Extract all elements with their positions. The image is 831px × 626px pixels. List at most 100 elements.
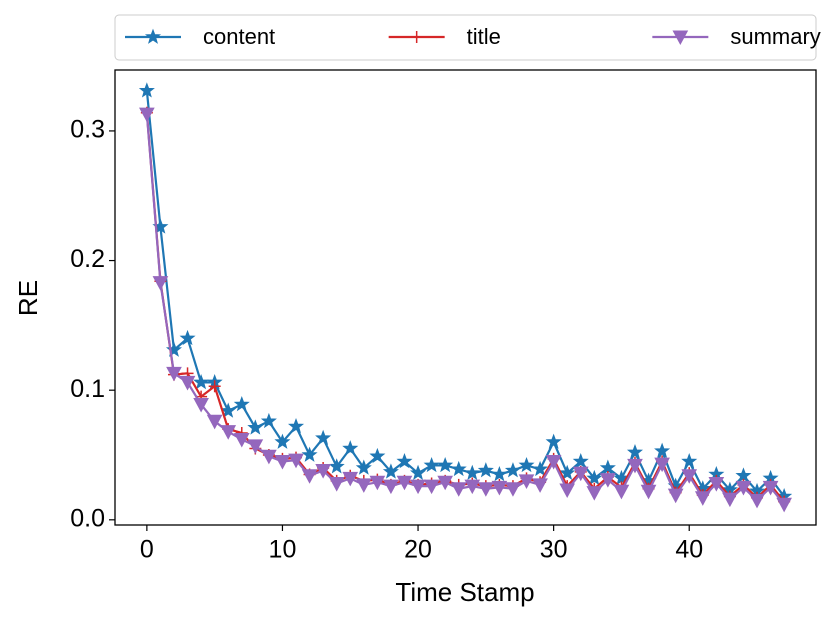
x-axis-label: Time Stamp <box>395 577 534 607</box>
data-point <box>166 366 182 382</box>
legend-marker <box>672 30 689 46</box>
data-point <box>559 464 576 480</box>
data-point <box>206 414 223 430</box>
legend-marker <box>410 31 423 43</box>
data-point <box>545 433 562 449</box>
data-point <box>450 460 467 477</box>
data-point <box>722 492 738 508</box>
data-point <box>437 456 454 473</box>
data-point <box>504 462 521 478</box>
legend-label: summary <box>730 24 820 49</box>
data-point <box>613 484 630 500</box>
data-point <box>328 477 345 492</box>
data-point <box>532 460 549 477</box>
data-point <box>749 493 765 509</box>
data-point <box>735 480 752 496</box>
data-point <box>328 458 345 474</box>
y-tick-label: 0.3 <box>70 116 105 144</box>
data-point <box>301 469 318 484</box>
data-point <box>450 482 467 497</box>
data-point <box>559 483 576 499</box>
data-point <box>396 453 413 469</box>
legend-label: content <box>203 24 275 49</box>
data-point <box>586 469 603 486</box>
data-point <box>735 467 752 483</box>
data-point <box>464 479 481 495</box>
data-point <box>288 453 304 469</box>
x-tick-label: 10 <box>269 536 297 564</box>
data-point <box>626 443 643 460</box>
data-point <box>681 453 698 469</box>
data-point <box>599 459 616 475</box>
data-point <box>233 432 250 448</box>
data-point <box>572 466 589 482</box>
data-point <box>260 412 277 429</box>
data-point <box>342 471 359 487</box>
data-point <box>138 82 155 98</box>
data-point <box>477 462 494 478</box>
legend-marker <box>144 28 162 44</box>
data-point <box>437 475 453 491</box>
data-point <box>342 440 359 456</box>
data-point <box>423 479 440 495</box>
data-point <box>762 480 779 496</box>
data-point <box>193 373 210 390</box>
data-point <box>369 475 386 491</box>
legend-label: title <box>467 24 501 49</box>
data-point <box>261 449 277 465</box>
data-point <box>382 463 399 479</box>
plot-frame <box>114 69 817 526</box>
data-point <box>315 429 332 445</box>
data-point <box>179 375 196 391</box>
data-point <box>491 466 508 482</box>
data-point <box>600 473 616 488</box>
data-point <box>627 458 643 474</box>
data-point <box>165 341 182 357</box>
data-point <box>667 488 684 504</box>
data-point <box>208 380 221 393</box>
x-tick-label: 20 <box>404 536 432 564</box>
data-point <box>396 475 413 491</box>
data-point <box>505 482 521 497</box>
legend-box <box>114 14 817 61</box>
x-tick-label: 0 <box>140 536 154 564</box>
data-point <box>301 446 318 462</box>
data-point <box>464 464 481 480</box>
data-point <box>681 469 698 484</box>
y-tick-label: 0.1 <box>70 375 105 403</box>
data-point <box>383 479 399 495</box>
data-point <box>545 454 562 470</box>
y-tick-label: 0.2 <box>70 245 105 273</box>
data-point <box>247 419 264 435</box>
data-point <box>247 439 264 454</box>
y-axis-label: RE <box>13 280 43 316</box>
data-point <box>355 459 372 475</box>
data-point <box>654 457 670 473</box>
data-point <box>152 276 169 291</box>
data-point <box>355 478 372 493</box>
data-point <box>193 397 209 413</box>
data-point <box>220 402 237 418</box>
data-point <box>518 474 535 489</box>
data-point <box>288 418 305 434</box>
data-point <box>572 453 589 469</box>
data-point <box>694 491 711 506</box>
data-point <box>586 486 603 501</box>
data-point <box>233 396 250 412</box>
data-point <box>423 456 440 473</box>
data-point <box>410 464 427 480</box>
data-point <box>410 479 426 495</box>
data-point <box>518 456 535 473</box>
data-point <box>315 464 331 479</box>
data-point <box>776 497 792 513</box>
y-tick-label: 0.0 <box>70 504 105 532</box>
data-point <box>139 107 155 123</box>
x-tick-label: 30 <box>540 536 568 564</box>
data-point <box>640 484 657 500</box>
data-point <box>220 425 237 440</box>
data-point <box>532 478 548 493</box>
data-point <box>369 447 386 464</box>
data-point <box>708 477 725 492</box>
